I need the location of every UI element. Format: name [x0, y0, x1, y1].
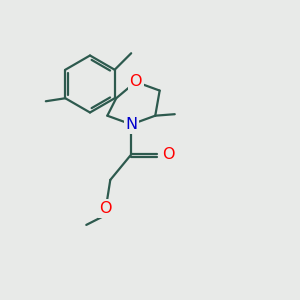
Text: N: N: [125, 117, 137, 132]
Text: O: O: [130, 74, 142, 89]
Text: O: O: [100, 201, 112, 216]
Text: O: O: [162, 147, 175, 162]
